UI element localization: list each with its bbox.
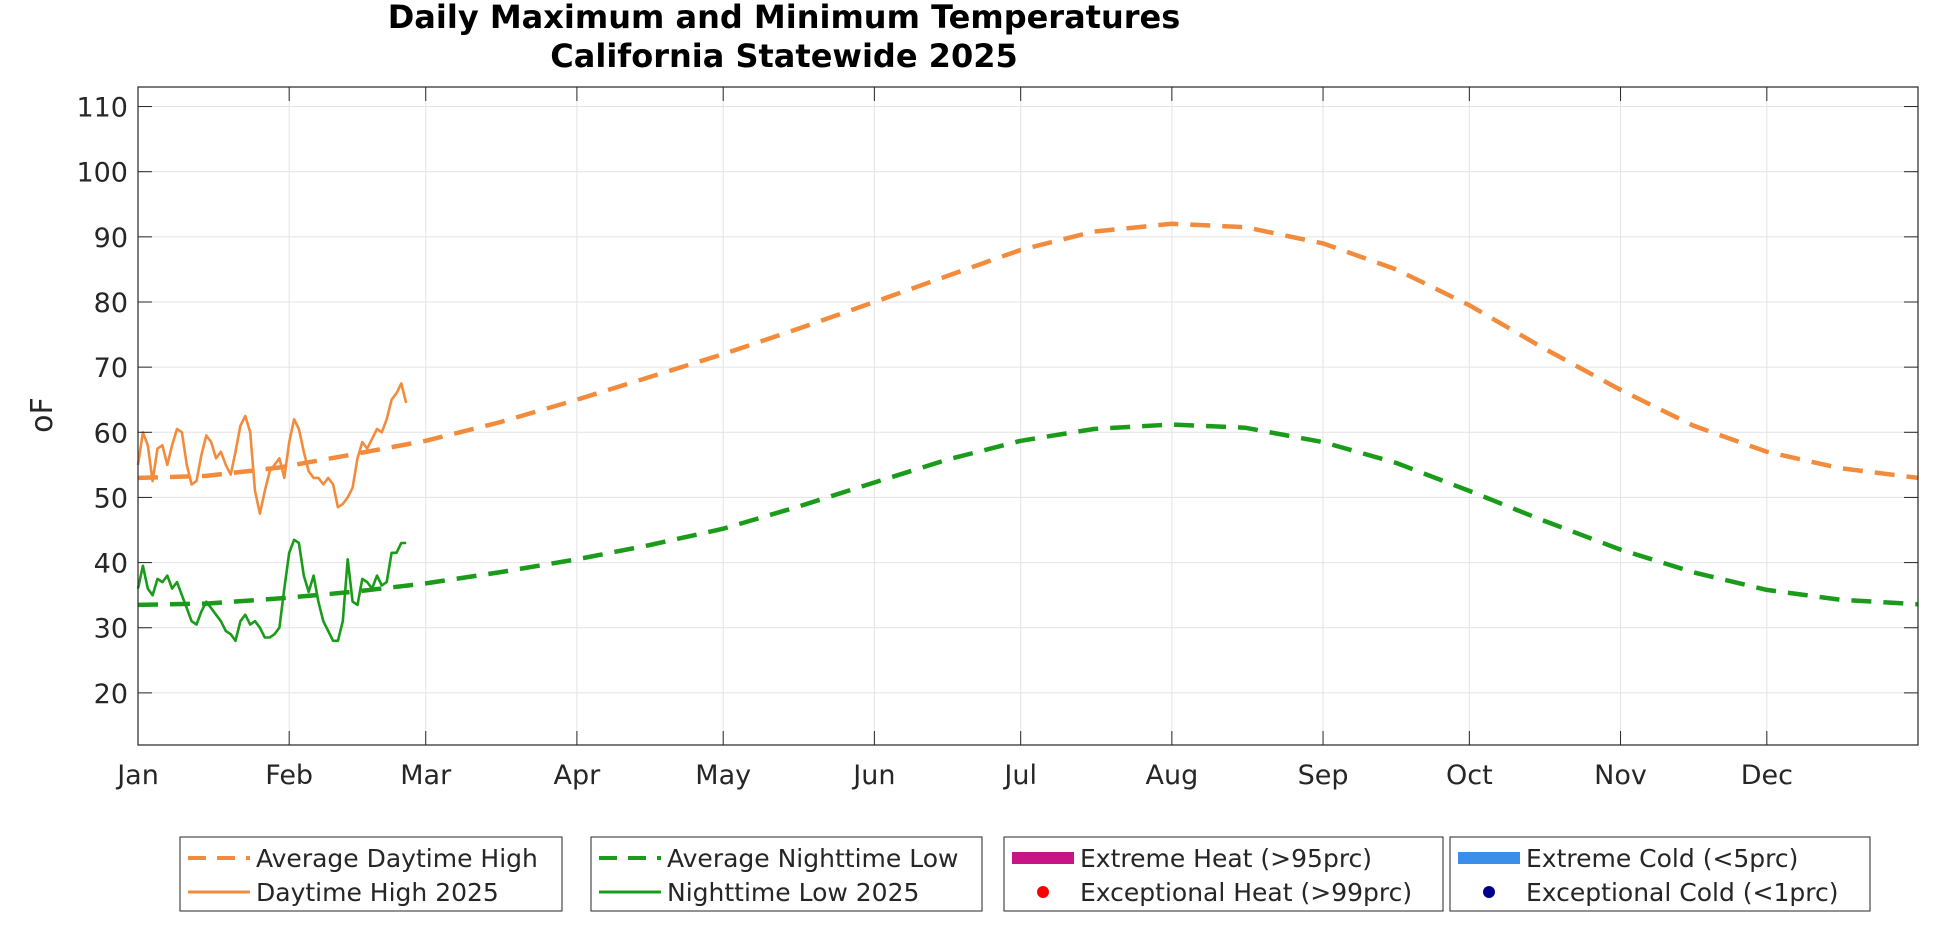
legend-box-frame <box>590 836 983 912</box>
legend-box-frame <box>1003 836 1444 912</box>
chart-title-line-2: California Statewide 2025 <box>550 37 1017 75</box>
x-tick-label-dec: Dec <box>1741 760 1793 791</box>
y-tick-label: 60 <box>94 418 128 449</box>
legend-swatch-extreme-heat-95prc <box>1012 852 1074 864</box>
x-tick-label-jul: Jul <box>1002 760 1037 791</box>
x-tick-label-mar: Mar <box>400 760 452 791</box>
y-tick-label: 100 <box>76 158 128 189</box>
x-tick-label-jan: Jan <box>115 760 159 791</box>
x-tick-label-aug: Aug <box>1145 760 1198 791</box>
legend-label-daytime-high-2025: Daytime High 2025 <box>256 878 499 907</box>
legend-swatch-exceptional-cold-1prc <box>1483 886 1495 898</box>
x-tick-label-oct: Oct <box>1446 760 1493 791</box>
y-tick-labels: 20 30 40 50 60 70 80 90 100 110 <box>76 93 128 710</box>
legend-box-3: Extreme Heat (>95prc) Exceptional Heat (>… <box>1003 836 1444 912</box>
legend-box-4: Extreme Cold (<5prc) Exceptional Cold (<1… <box>1449 836 1871 912</box>
x-tick-label-sep: Sep <box>1298 760 1349 791</box>
legend-box-frame <box>179 836 563 912</box>
legend-label-exceptional-cold-1prc: Exceptional Cold (<1prc) <box>1526 878 1838 907</box>
legend-label-extreme-cold-5prc: Extreme Cold (<5prc) <box>1526 844 1798 873</box>
x-tick-label-nov: Nov <box>1594 760 1647 791</box>
chart-title-line-1: Daily Maximum and Minimum Temperatures <box>388 0 1181 36</box>
y-tick-label: 80 <box>94 288 128 319</box>
x-tick-labels: Jan Feb Mar Apr May Jun Jul Aug Sep Oct Nov Dec <box>115 760 1793 791</box>
x-tick-label-may: May <box>695 760 751 791</box>
y-axis-label: oF <box>25 397 60 433</box>
grid-lines <box>137 87 1918 745</box>
y-tick-label: 50 <box>94 483 128 514</box>
series-line-average-daytime-high <box>137 221 1919 481</box>
plot-area-frame <box>137 86 1919 746</box>
legend-label-extreme-heat-95prc: Extreme Heat (>95prc) <box>1080 844 1372 873</box>
legend-label-average-nighttime-low: Average Nighttime Low <box>667 844 958 873</box>
legend-box-1: Average Daytime High Daytime High 2025 <box>179 836 563 912</box>
legend-label-average-daytime-high: Average Daytime High <box>256 844 538 873</box>
legend-label-exceptional-heat-99prc: Exceptional Heat (>99prc) <box>1080 878 1412 907</box>
x-tick-label-jun: Jun <box>851 760 895 791</box>
legend-swatch-extreme-cold-5prc <box>1458 852 1520 864</box>
y-tick-label: 40 <box>94 549 128 580</box>
x-tick-label-apr: Apr <box>554 760 602 791</box>
y-tick-label: 70 <box>94 353 128 384</box>
legend-label-nighttime-low-2025: Nighttime Low 2025 <box>667 878 919 907</box>
legend-swatch-exceptional-heat-99prc <box>1037 886 1049 898</box>
legend-box-2: Average Nighttime Low Nighttime Low 2025 <box>590 836 983 912</box>
y-tick-label: 110 <box>76 93 128 124</box>
series-line-nighttime-low-2025 <box>136 538 407 643</box>
axis-ticks <box>137 87 1918 745</box>
x-tick-label-feb: Feb <box>265 760 313 791</box>
y-tick-label: 30 <box>94 614 128 645</box>
legend-box-frame <box>1449 836 1871 912</box>
series-line-daytime-high-2025 <box>136 382 408 516</box>
y-tick-label: 90 <box>94 223 128 254</box>
y-tick-label: 20 <box>94 679 128 710</box>
series-layer <box>136 221 1919 643</box>
series-line-average-nighttime-low <box>137 422 1919 608</box>
